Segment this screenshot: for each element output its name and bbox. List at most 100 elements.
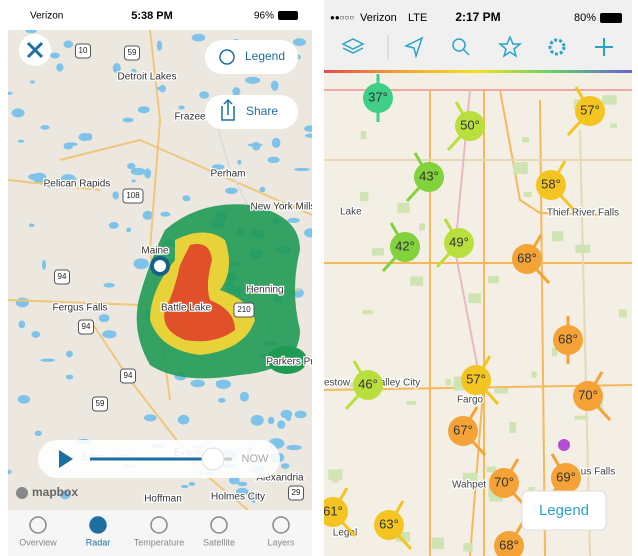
tab-icon[interactable] [150, 516, 168, 534]
settings-icon[interactable] [548, 38, 566, 56]
temperature-marker[interactable] [318, 497, 348, 527]
lake [156, 40, 163, 51]
lake [18, 320, 26, 329]
share-icon [221, 98, 235, 121]
temperature-marker[interactable] [489, 468, 519, 498]
road-shield-label: 210 [237, 305, 251, 314]
lake [225, 187, 238, 195]
temperature-marker[interactable] [536, 170, 566, 200]
temperature-marker[interactable] [444, 228, 474, 258]
road-shield-label: 29 [292, 488, 301, 497]
tab-icon[interactable] [272, 516, 290, 534]
lake [267, 156, 280, 164]
lake [304, 228, 312, 238]
lake [215, 380, 228, 385]
lake [191, 33, 206, 42]
tab-icon[interactable] [89, 516, 107, 534]
temperature-marker[interactable] [494, 531, 524, 556]
place-label: Henning [246, 285, 283, 296]
lake [218, 397, 226, 403]
temperature-label: 68° [499, 537, 519, 552]
add-icon[interactable] [595, 38, 613, 56]
road [499, 89, 601, 216]
lake [137, 106, 150, 114]
temperature-label: 57° [580, 102, 600, 117]
park [494, 387, 509, 394]
lake [236, 487, 249, 496]
temperature-label: 58° [541, 176, 561, 191]
park [395, 531, 410, 542]
temperature-label: 69° [556, 469, 576, 484]
battery: 96% [254, 11, 274, 22]
place-label: Hoffman [144, 494, 182, 505]
road-shield [78, 319, 94, 335]
search-icon[interactable] [452, 38, 466, 52]
lake [294, 410, 307, 419]
temperature-label: 61° [323, 503, 343, 518]
temperature-marker[interactable] [553, 325, 583, 355]
play-button[interactable] [59, 450, 73, 468]
lake [228, 476, 240, 485]
lake [267, 416, 275, 425]
left-phone: Detroit Lakes Frazee Perham Pelican Rapids N… [8, 0, 312, 556]
place-label: Fergus Falls [52, 303, 107, 314]
legend-button[interactable] [205, 40, 298, 74]
temperature-marker[interactable] [414, 162, 444, 192]
park [397, 202, 410, 213]
road [579, 129, 591, 556]
lake [17, 139, 25, 143]
lake [102, 330, 117, 339]
road-shield-label: 59 [128, 48, 137, 57]
temperature-marker[interactable] [353, 370, 383, 400]
lake [286, 444, 302, 451]
road-shield [233, 302, 255, 318]
lake [247, 143, 263, 147]
slider-knob[interactable] [201, 447, 225, 471]
lake [11, 108, 25, 118]
park [489, 494, 503, 502]
temperature-marker[interactable] [573, 381, 603, 411]
park [445, 378, 451, 386]
star-icon[interactable] [497, 35, 523, 58]
battery-icon [600, 13, 622, 23]
layers-icon[interactable] [341, 38, 365, 54]
lake [287, 217, 300, 223]
lake [28, 173, 40, 181]
temperature-marker[interactable] [448, 416, 478, 446]
temperature-marker[interactable] [374, 510, 404, 540]
lake [34, 430, 42, 437]
temperature-marker[interactable] [455, 111, 485, 141]
radar-green [267, 346, 307, 374]
temperature-marker[interactable] [575, 96, 605, 126]
tab-icon[interactable] [210, 516, 228, 534]
carrier: Verizon [360, 12, 397, 24]
place-label: Legal [333, 528, 357, 539]
navigate-icon[interactable] [403, 36, 424, 59]
lake [190, 379, 206, 388]
temperature-label: 49° [449, 234, 469, 249]
temperature-label: 50° [460, 117, 480, 132]
road-shield [124, 45, 140, 61]
temperature-marker[interactable] [363, 83, 393, 113]
tab-icon[interactable] [29, 516, 47, 534]
temperature-marker[interactable] [461, 365, 491, 395]
temperature-marker[interactable] [551, 463, 581, 493]
color-strip [324, 70, 632, 73]
road-shield [120, 368, 136, 384]
road-shield-label: 94 [58, 272, 67, 281]
lake [112, 191, 119, 200]
temperature-label: 68° [558, 331, 578, 346]
park [362, 310, 373, 315]
status-bar [324, 0, 632, 72]
temperature-marker[interactable] [390, 232, 420, 262]
park [531, 371, 537, 378]
attribution: mapbox [32, 485, 78, 499]
legend-button[interactable] [521, 490, 607, 531]
park [462, 472, 478, 483]
park [523, 191, 532, 198]
lake [50, 52, 60, 59]
battery-icon [278, 11, 298, 20]
lake [188, 481, 196, 486]
lake [8, 469, 12, 475]
temperature-marker[interactable] [512, 244, 542, 274]
